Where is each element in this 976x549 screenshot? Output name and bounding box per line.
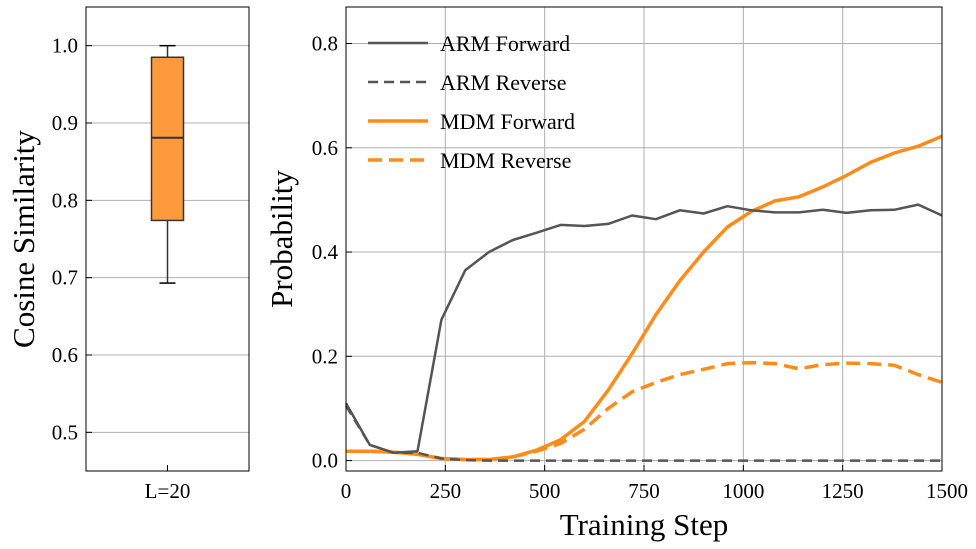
line-chart-y-tick-label: 0.2 bbox=[312, 344, 338, 368]
line-chart-axes-frame bbox=[345, 6, 943, 472]
line-chart-y-tick-label: 0.6 bbox=[312, 136, 338, 160]
line-chart-x-axis-label: Training Step bbox=[560, 507, 729, 542]
boxplot-y-tick-label: 0.9 bbox=[52, 111, 78, 135]
boxplot-panel: 0.5 0.6 0.7 0.8 0.9 1.0 L=20 Cosine Similarity bbox=[6, 6, 250, 503]
boxplot-y-tick-label: 0.8 bbox=[52, 188, 78, 212]
line-chart-x-tick-label: 250 bbox=[430, 479, 462, 503]
boxplot-x-tick-label: L=20 bbox=[145, 479, 191, 503]
boxplot-y-tick-label: 0.5 bbox=[52, 420, 78, 444]
boxplot-box bbox=[150, 56, 185, 222]
series-line-mdm-reverse bbox=[346, 360, 943, 462]
boxplot-y-tick-label: 0.7 bbox=[52, 266, 78, 290]
line-chart-x-tick-label: 750 bbox=[628, 479, 660, 503]
line-chart-panel: 0.0 0.2 0.4 0.6 0.8 0 250 500 750 1000 1250 1500 AR… bbox=[264, 6, 968, 542]
series-line-arm-forward bbox=[344, 203, 943, 455]
series-line-mdm-forward bbox=[346, 134, 943, 462]
line-chart-x-tick-label: 1000 bbox=[722, 479, 764, 503]
series-line-arm-reverse bbox=[344, 405, 942, 462]
legend-label: ARM Forward bbox=[440, 31, 570, 56]
boxplot-y-tick-label: 0.6 bbox=[52, 343, 78, 367]
line-chart-x-tick-label: 1500 bbox=[926, 479, 968, 503]
line-chart-x-tick-label: 0 bbox=[341, 479, 352, 503]
line-chart-ticks: 0.0 0.2 0.4 0.6 0.8 0 250 500 750 1000 1250 1500 bbox=[312, 31, 968, 503]
line-chart-gridlines bbox=[345, 7, 943, 471]
legend: ARM Forward ARM Reverse MDM Forward MDM Rev… bbox=[368, 31, 575, 173]
boxplot-y-axis-label: Cosine Similarity bbox=[6, 130, 41, 348]
line-chart-x-tick-label: 500 bbox=[529, 479, 561, 503]
boxplot-y-tick-label: 1.0 bbox=[52, 34, 78, 58]
line-chart-y-tick-label: 0.8 bbox=[312, 31, 338, 55]
legend-label: ARM Reverse bbox=[440, 70, 566, 95]
line-chart-x-tick-label: 1250 bbox=[822, 479, 864, 503]
line-chart-y-tick-label: 0.4 bbox=[312, 240, 339, 264]
line-chart-y-axis-label: Probability bbox=[264, 170, 299, 308]
boxplot-axes-frame bbox=[85, 6, 250, 472]
legend-label: MDM Forward bbox=[440, 109, 575, 134]
boxplot-ticks: 0.5 0.6 0.7 0.8 0.9 1.0 L=20 bbox=[52, 34, 191, 503]
line-chart-series bbox=[344, 134, 943, 462]
line-chart-y-tick-label: 0.0 bbox=[312, 449, 338, 473]
legend-label: MDM Reverse bbox=[440, 148, 571, 173]
boxplot-box-group bbox=[150, 44, 185, 284]
